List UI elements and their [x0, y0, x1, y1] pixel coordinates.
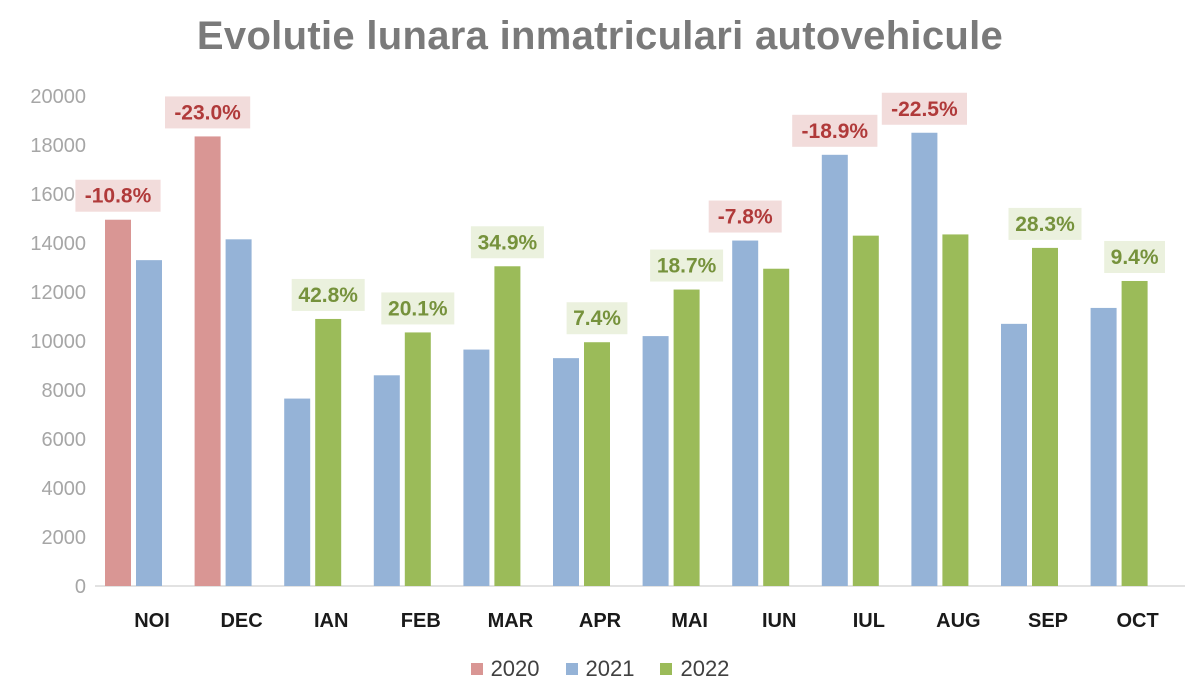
- y-tick-label: 16000: [30, 184, 86, 206]
- x-tick-label: IUN: [762, 610, 796, 632]
- bar-2021-apr: [553, 358, 579, 586]
- data-label-box: [1104, 240, 1165, 273]
- bar-2022-iul: [852, 235, 879, 586]
- legend-swatch: [565, 663, 578, 675]
- y-tick-label: 20000: [30, 86, 86, 108]
- y-tick-label: 0: [75, 576, 86, 598]
- bar-2020-dec: [194, 136, 221, 587]
- bar-2021-noi: [136, 260, 162, 586]
- data-label-box: [650, 249, 724, 282]
- legend-label: 2021: [585, 656, 635, 681]
- x-tick-label: DEC: [220, 610, 262, 632]
- bar-2021-feb: [373, 375, 400, 586]
- data-label: -7.8%: [718, 206, 773, 229]
- data-label-box: [75, 179, 161, 212]
- bar-2022-sep: [1032, 247, 1058, 586]
- legend-label: 2020: [490, 656, 540, 681]
- bar-2021-oct: [1090, 307, 1117, 586]
- data-label-box: [792, 114, 878, 147]
- bar-2022-oct: [1121, 280, 1148, 586]
- bar-2021-iul: [821, 154, 848, 587]
- legend-item-2020: 2020: [470, 656, 540, 682]
- data-label-box: [708, 200, 782, 233]
- bar-2020-noi: [105, 219, 131, 586]
- y-tick-label: 2000: [42, 527, 87, 549]
- legend-swatch: [470, 663, 483, 675]
- x-tick-label: IUL: [853, 610, 885, 632]
- y-tick-label: 10000: [30, 331, 86, 353]
- y-tick-label: 4000: [42, 478, 87, 500]
- data-label-box: [1008, 207, 1082, 240]
- bar-2022-mai: [673, 289, 700, 586]
- y-tick-label: 14000: [30, 233, 86, 255]
- x-tick-label: APR: [579, 610, 622, 632]
- data-label: -10.8%: [85, 185, 152, 208]
- x-tick-label: SEP: [1028, 610, 1068, 632]
- chart-legend: 2020 2021 2022: [0, 656, 1200, 682]
- x-tick-label: IAN: [314, 610, 348, 632]
- data-label: 9.4%: [1111, 246, 1159, 269]
- bar-2021-sep: [1001, 323, 1027, 586]
- data-label: 34.9%: [478, 231, 538, 254]
- y-tick-label: 8000: [42, 380, 87, 402]
- data-label: 28.3%: [1015, 213, 1075, 236]
- bar-2021-mai: [642, 336, 669, 586]
- x-tick-label: FEB: [401, 610, 441, 632]
- legend-item-2022: 2022: [660, 656, 729, 682]
- bar-2022-ian: [315, 318, 342, 586]
- bar-2022-mar: [494, 266, 521, 586]
- data-label: -18.9%: [802, 120, 869, 143]
- y-tick-label: 6000: [42, 429, 87, 451]
- data-label: 7.4%: [573, 307, 621, 330]
- data-label-box: [470, 226, 544, 259]
- data-label-box: [566, 302, 628, 335]
- x-tick-label: MAI: [671, 610, 708, 632]
- chart-title: Evolutie lunara inmatriculari autovehicu…: [196, 14, 1004, 58]
- legend-swatch: [660, 663, 673, 675]
- data-label-box: [291, 278, 365, 311]
- bar-2021-mar: [463, 349, 490, 586]
- data-label: 18.7%: [657, 255, 717, 278]
- data-label-box: [381, 292, 455, 325]
- data-label: -23.0%: [174, 101, 241, 124]
- data-label: 20.1%: [388, 297, 448, 320]
- data-label: 42.8%: [298, 284, 358, 307]
- bar-2021-iun: [732, 240, 759, 587]
- bar-2022-feb: [404, 332, 431, 586]
- x-tick-label: AUG: [936, 610, 980, 632]
- x-tick-label: OCT: [1116, 610, 1158, 632]
- legend-item-2021: 2021: [565, 656, 635, 682]
- data-label: -22.5%: [891, 98, 958, 121]
- bar-2021-dec: [225, 239, 252, 586]
- y-tick-label: 18000: [30, 135, 86, 157]
- data-label-box: [881, 92, 967, 125]
- bar-2022-iun: [763, 268, 790, 586]
- bar-2021-aug: [911, 132, 938, 586]
- x-tick-label: MAR: [488, 610, 534, 632]
- y-tick-label: 12000: [30, 282, 86, 304]
- data-label-box: [165, 96, 251, 129]
- bar-2021-ian: [284, 398, 311, 586]
- bar-2022-aug: [942, 234, 969, 587]
- legend-label: 2022: [680, 656, 730, 681]
- x-tick-label: NOI: [134, 610, 170, 632]
- bar-2022-apr: [584, 342, 610, 586]
